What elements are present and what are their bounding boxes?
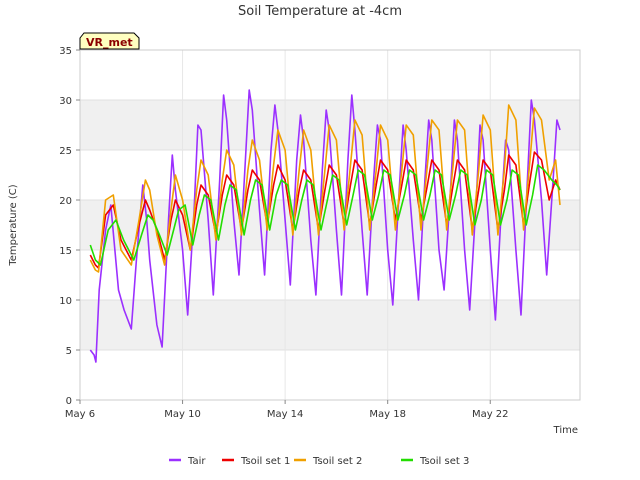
x-tick-labels: May 6 May 10 May 14 May 18 May 22	[65, 400, 509, 420]
legend-label-4: Tsoil set 3	[419, 456, 469, 467]
x-tick-label: May 18	[369, 409, 406, 420]
x-tick-label: May 6	[65, 409, 95, 420]
y-tick-label: 15	[59, 246, 72, 257]
y-tick-labels: 0 5 10 15 20 25 30 35	[59, 46, 80, 407]
y-tick-label: 25	[59, 146, 72, 157]
y-tick-label: 0	[66, 396, 72, 407]
y-tick-label: 5	[66, 346, 72, 357]
series-line-3	[89, 104, 561, 273]
x-tick-label: May 10	[164, 409, 201, 420]
site-badge-box	[79, 32, 140, 50]
series-line-4	[89, 164, 561, 266]
legend-label-2: Tsoil set 1	[240, 456, 290, 467]
legend-label-3: Tsoil set 2	[312, 456, 362, 467]
x-axis-label: Time	[553, 425, 578, 436]
y-axis-label: Temperature (C)	[8, 184, 19, 266]
y-tick-label: 10	[59, 296, 72, 307]
plot-frame	[79, 49, 581, 401]
legend-label-1: Tair	[187, 456, 206, 467]
x-tick-label: May 14	[267, 409, 304, 420]
y-tick-label: 20	[59, 196, 72, 207]
axes	[79, 49, 581, 401]
series-layer	[89, 89, 561, 363]
y-tick-label: 35	[59, 46, 72, 57]
legend: Tair Tsoil set 1 Tsoil set 2 Tsoil set 3	[169, 456, 469, 467]
y-tick-label: 30	[59, 96, 72, 107]
x-tick-label: May 22	[472, 409, 509, 420]
site-badge: VR_met	[79, 32, 140, 50]
site-badge-label: VR_met	[86, 36, 133, 49]
chart-title: Soil Temperature at -4cm	[238, 4, 402, 19]
series-line-2	[89, 151, 561, 269]
